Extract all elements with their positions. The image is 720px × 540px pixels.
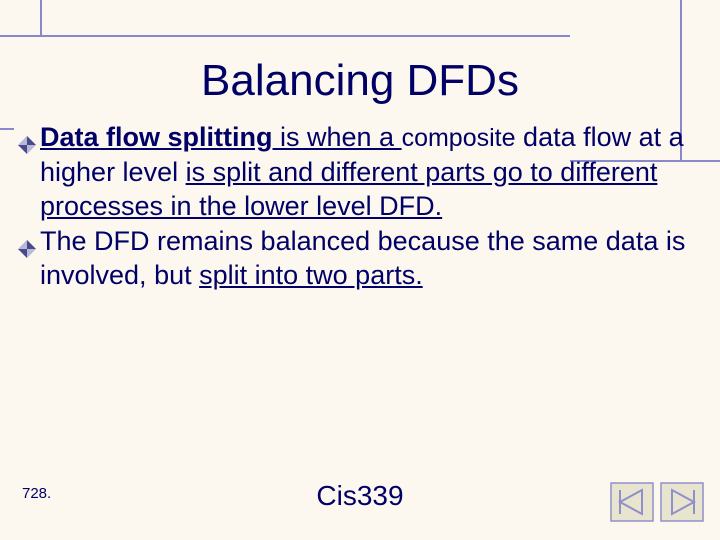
bullet-item: The DFD remains balanced because the sam… (18, 224, 710, 293)
frame-tick (0, 128, 14, 130)
nav-buttons (610, 482, 704, 522)
slide-body: Data flow splitting is when a composite … (18, 120, 710, 293)
bullet-text: Data flow splitting is when a composite … (40, 120, 710, 224)
diamond-bullet-icon (18, 128, 36, 163)
frame-line-horizontal (0, 35, 570, 37)
diamond-bullet-icon (18, 232, 36, 267)
frame-line-vertical (40, 0, 42, 35)
bullet-text: The DFD remains balanced because the sam… (40, 224, 710, 293)
plain-text: composite (402, 124, 516, 152)
bold-underline-text: Data flow splitting (40, 122, 273, 152)
underline-text: split into two parts. (199, 260, 423, 290)
bullet-item: Data flow splitting is when a composite … (18, 120, 710, 224)
prev-button[interactable] (610, 482, 654, 522)
underline-text: is when a (273, 122, 402, 152)
slide-title: Balancing DFDs (0, 56, 720, 106)
next-button[interactable] (660, 482, 704, 522)
